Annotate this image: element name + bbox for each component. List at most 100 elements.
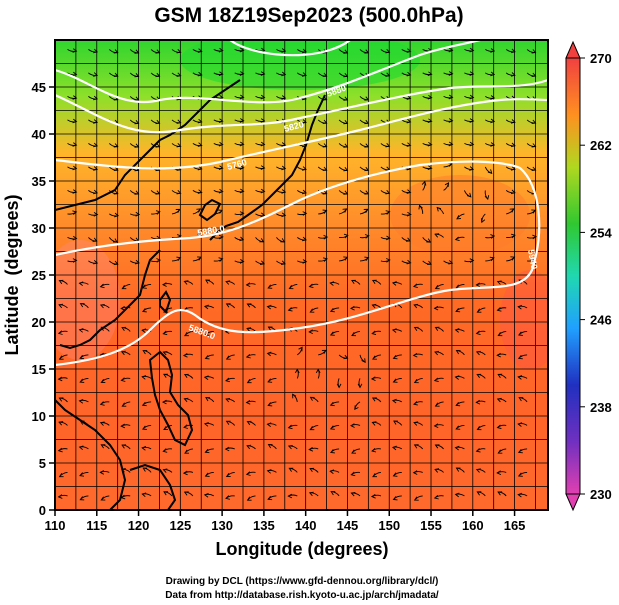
streamline-arrowhead <box>456 215 461 220</box>
streamline-arrowhead <box>225 280 231 285</box>
streamline-arrowhead <box>112 238 118 243</box>
streamline-arrowhead <box>391 398 397 404</box>
streamline-arrowhead <box>93 142 99 148</box>
streamline-arrowhead <box>58 355 64 360</box>
streamline-arrowhead <box>475 468 481 473</box>
streamline-arrowhead <box>406 71 412 77</box>
streamline-arrowhead <box>322 119 328 125</box>
streamline-arrowhead <box>182 353 188 358</box>
colorbar-ticks: 270 262 254 246 238 230 <box>580 51 612 502</box>
streamline-arrowhead <box>448 94 454 100</box>
streamline-arrowhead <box>413 303 419 309</box>
streamline-arrowhead <box>427 260 432 266</box>
coastline-asia-north <box>55 79 241 211</box>
streamline-arrowhead <box>354 405 359 410</box>
streamline-arrowhead <box>436 206 442 212</box>
colorbar-tick-label: 246 <box>590 313 612 328</box>
streamline-arrowhead <box>267 444 273 449</box>
streamline-arrowhead <box>246 420 252 426</box>
streamline-arrowhead <box>57 330 63 335</box>
colorbar-tick-label: 238 <box>590 400 612 415</box>
streamline-arrowhead <box>469 258 475 263</box>
credit-drawing: Drawing by DCL (https://www.gfd-dennou.o… <box>166 576 439 587</box>
x-tick-label: 160 <box>462 518 484 533</box>
colorbar-bottom-arrow <box>565 493 581 512</box>
streamline-arrowhead <box>281 165 287 171</box>
streamline-arrowhead <box>406 95 412 100</box>
contour-line <box>55 98 548 170</box>
streamline-arrowhead <box>93 119 99 124</box>
streamline-arrowhead <box>99 421 105 426</box>
streamline-arrowhead <box>79 303 85 308</box>
y-axis-label: Latitude (degrees) <box>2 194 22 355</box>
streamline-arrowhead <box>364 190 370 195</box>
streamline-arrowhead <box>322 143 328 148</box>
streamline-arrowhead <box>497 449 503 454</box>
colorbar: 270 262 254 246 238 230 <box>565 40 612 512</box>
wind-streamlines <box>57 47 538 501</box>
streamline-arrowhead <box>475 350 481 356</box>
streamline-arrowhead <box>99 470 105 475</box>
streamline-arrowhead <box>343 73 349 78</box>
streamline-arrowhead <box>79 420 85 425</box>
streamline-arrowhead <box>469 47 475 53</box>
streamline-arrowhead <box>433 305 439 311</box>
streamline-arrowhead <box>385 210 391 215</box>
streamline-arrowhead <box>406 118 412 124</box>
streamline-arrowhead <box>496 280 502 285</box>
streamline-arrowhead <box>260 141 266 147</box>
streamline-arrowhead <box>413 379 419 384</box>
streamline-arrowhead <box>141 284 147 289</box>
streamline-arrowhead <box>79 472 85 477</box>
streamline-arrowhead <box>120 350 126 356</box>
streamline-arrowhead <box>120 377 126 382</box>
streamline-arrowhead <box>510 233 516 239</box>
streamline-arrowhead <box>350 423 355 428</box>
y-axis-ticks: 0 5 10 15 20 25 30 35 40 45 <box>32 80 55 518</box>
streamline-arrowhead <box>141 401 147 407</box>
coastline-china-south <box>59 249 161 350</box>
streamline-arrowhead <box>197 118 203 124</box>
colorbar-scale <box>565 57 581 495</box>
streamline-arrowhead <box>406 142 412 147</box>
streamline-arrowhead <box>196 208 202 213</box>
y-tick-label: 30 <box>32 221 46 236</box>
streamline-arrowhead <box>475 330 481 336</box>
streamline-arrowhead <box>497 332 503 337</box>
streamline-arrowhead <box>162 350 168 356</box>
streamline-arrowhead <box>288 467 294 472</box>
streamline-arrowhead <box>162 282 167 287</box>
streamline-arrowhead <box>308 447 314 452</box>
streamline-arrowhead <box>392 378 398 383</box>
streamline-arrowhead <box>510 48 516 54</box>
streamline-arrowhead <box>343 354 349 360</box>
streamline-arrowhead <box>121 402 127 407</box>
chart-title: GSM 18Z19Sep2023 (500.0hPa) <box>154 4 463 27</box>
streamline-arrowhead <box>113 166 119 172</box>
streamline-arrowhead <box>454 236 460 242</box>
x-tick-label: 115 <box>86 518 107 533</box>
streamline-arrowhead <box>225 495 231 500</box>
streamline-arrowhead <box>246 303 252 308</box>
x-tick-label: 150 <box>378 518 400 533</box>
streamline-arrowhead <box>412 470 418 475</box>
streamline-arrowhead <box>343 256 349 261</box>
streamline-arrowhead <box>351 449 357 454</box>
streamline-arrowhead <box>510 166 516 171</box>
streamline-arrowhead <box>58 421 64 426</box>
streamline-arrowhead <box>448 141 454 147</box>
streamline-arrowhead <box>434 326 440 331</box>
x-tick-label: 140 <box>295 518 317 533</box>
streamline-arrowhead <box>203 375 209 380</box>
streamline-arrowhead <box>175 208 181 214</box>
streamline-arrowhead <box>142 425 147 430</box>
streamline-arrowhead <box>364 96 370 101</box>
streamline-arrowhead <box>363 208 369 214</box>
streamline-arrowhead <box>120 468 126 473</box>
warm-patch-southeast <box>500 270 548 370</box>
streamline-arrowhead <box>100 326 106 331</box>
streamline-arrowhead <box>183 491 189 496</box>
y-tick-label: 0 <box>39 503 46 518</box>
streamline-arrowhead <box>218 47 224 53</box>
